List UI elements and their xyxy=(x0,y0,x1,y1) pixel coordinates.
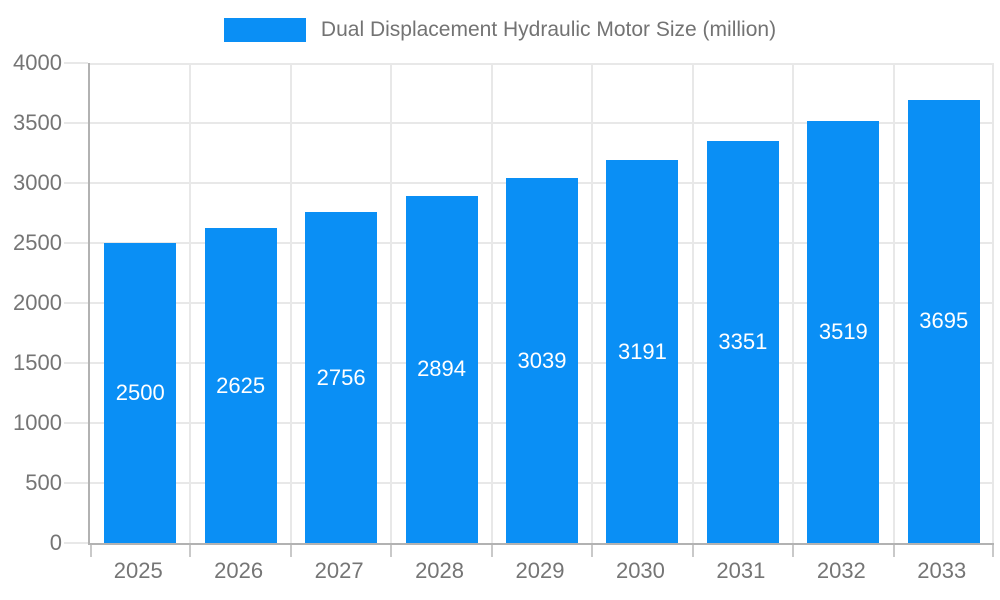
x-axis-label: 2033 xyxy=(917,558,967,583)
bar-value-label: 3191 xyxy=(617,338,667,364)
x-tick xyxy=(189,545,192,557)
x-tick xyxy=(289,545,292,557)
bar-2025[interactable]: 2500 xyxy=(104,243,177,543)
x-axis-label: 2032 xyxy=(816,558,866,583)
v-gridline xyxy=(591,63,594,543)
x-tick xyxy=(992,545,994,557)
bar-value-label: 2500 xyxy=(115,380,165,405)
x-axis-label: 2031 xyxy=(716,558,766,583)
y-axis-label: 0 xyxy=(49,530,62,555)
bar-value-label: 2625 xyxy=(216,372,266,398)
y-tick xyxy=(64,122,88,124)
x-axis-label: 2029 xyxy=(515,558,565,583)
bar-value-label: 3695 xyxy=(919,308,969,334)
x-tick xyxy=(390,545,393,557)
y-tick xyxy=(64,482,88,484)
y-tick xyxy=(64,62,88,64)
y-axis-label: 1000 xyxy=(13,410,62,435)
bar-value-label: 2756 xyxy=(316,364,366,390)
bar-value-label: 2894 xyxy=(417,356,467,382)
v-gridline xyxy=(289,63,292,543)
y-axis-label: 4000 xyxy=(13,50,62,75)
x-axis-label: 2027 xyxy=(314,558,364,583)
h-gridline xyxy=(90,63,994,65)
bar-value-label: 3039 xyxy=(517,347,567,373)
bar-value-label: 3351 xyxy=(718,328,768,354)
x-tick xyxy=(892,545,895,557)
x-axis-label: 2026 xyxy=(214,558,264,583)
y-tick xyxy=(64,542,88,544)
legend-swatch-icon xyxy=(223,18,306,42)
bar-2033[interactable]: 3695 xyxy=(907,99,980,543)
y-axis-label: 2500 xyxy=(13,230,62,255)
bar-2027[interactable]: 2756 xyxy=(305,212,378,543)
v-gridline xyxy=(390,63,393,543)
y-tick xyxy=(64,242,88,244)
y-axis-label: 2000 xyxy=(13,290,62,315)
y-tick xyxy=(64,302,88,304)
legend: Dual Displacement Hydraulic Motor Size (… xyxy=(0,18,1000,42)
y-axis-label: 3000 xyxy=(13,170,62,195)
v-gridline xyxy=(892,63,895,543)
legend-item[interactable]: Dual Displacement Hydraulic Motor Size (… xyxy=(223,18,777,42)
y-axis-label: 1500 xyxy=(13,350,62,375)
bar-2026[interactable]: 2625 xyxy=(204,228,277,543)
plot-area: 2500 2625 2756 2894 3039 3191 3351 3519 3695 xyxy=(64,62,994,557)
bar-2031[interactable]: 3351 xyxy=(706,140,779,543)
v-gridline xyxy=(490,63,493,543)
x-axis-label: 2028 xyxy=(415,558,465,583)
x-axis-label: 2025 xyxy=(113,558,163,583)
v-gridline xyxy=(992,63,994,543)
v-gridline xyxy=(189,63,192,543)
bar-2030[interactable]: 3191 xyxy=(606,160,679,543)
y-axis-label: 500 xyxy=(25,470,62,495)
x-tick xyxy=(591,545,594,557)
h-gridline xyxy=(90,122,994,124)
legend-label: Dual Displacement Hydraulic Motor Size (… xyxy=(320,18,777,41)
bar-2028[interactable]: 2894 xyxy=(405,195,478,543)
bar-value-label: 3519 xyxy=(818,318,868,344)
y-axis-label: 3500 xyxy=(13,110,62,135)
y-tick xyxy=(64,422,88,424)
x-tick xyxy=(792,545,795,557)
y-tick xyxy=(64,362,88,364)
bar-2032[interactable]: 3519 xyxy=(807,120,880,543)
x-tick xyxy=(90,545,92,557)
x-tick xyxy=(691,545,694,557)
x-axis-label: 2030 xyxy=(615,558,665,583)
bar-2029[interactable]: 3039 xyxy=(506,178,578,543)
v-gridline xyxy=(792,63,795,543)
x-tick xyxy=(490,545,493,557)
v-gridline xyxy=(691,63,694,543)
y-tick xyxy=(64,182,88,184)
